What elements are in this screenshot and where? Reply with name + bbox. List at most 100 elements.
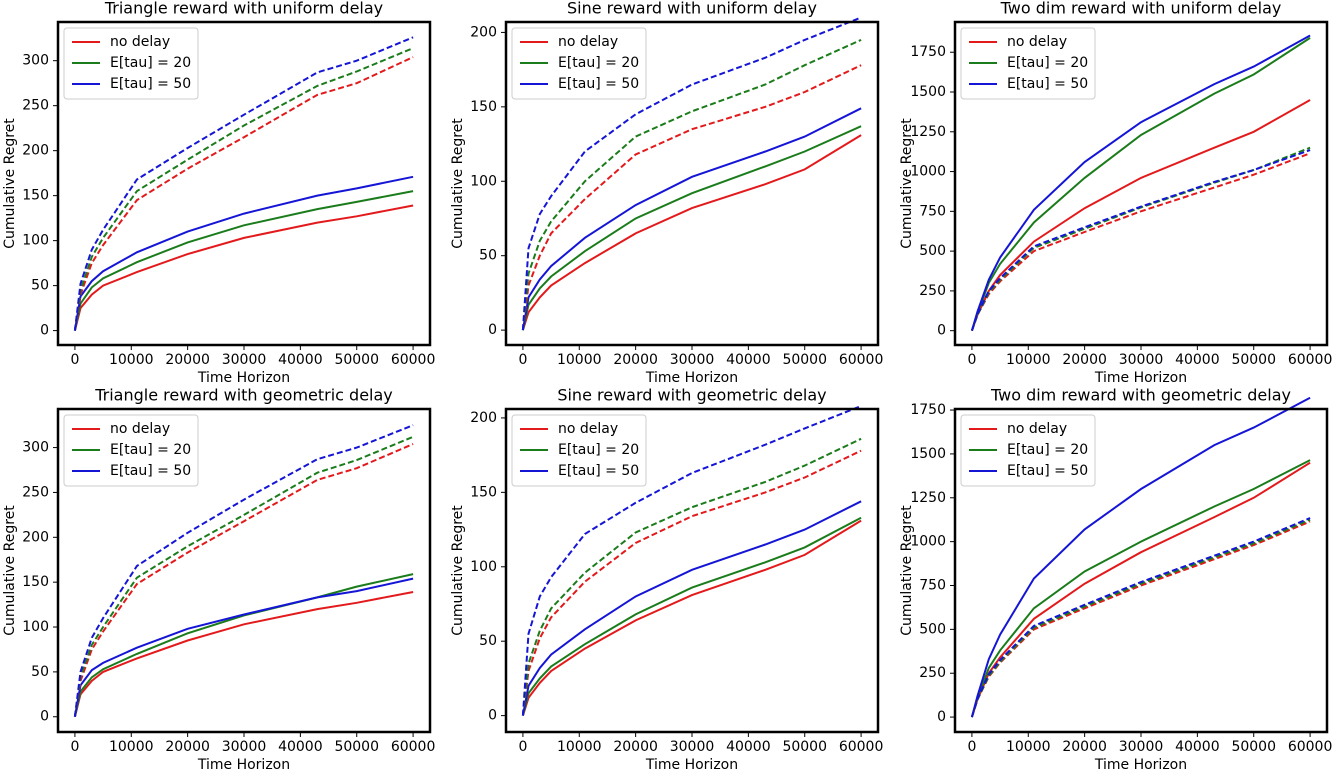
- y-tick-label: 0: [937, 709, 946, 725]
- y-tick-label: 0: [488, 708, 497, 724]
- y-tick-label: 1500: [910, 446, 946, 462]
- legend-label: E[tau] = 50: [110, 76, 191, 92]
- x-tick-label: 20000: [613, 739, 658, 755]
- legend-box: [960, 414, 1096, 487]
- y-tick-label: 1250: [910, 124, 946, 140]
- x-tick-label: 10000: [109, 739, 154, 755]
- y-tick-label: 750: [919, 578, 946, 594]
- x-tick-label: 20000: [1062, 739, 1107, 755]
- x-tick-label: 30000: [222, 739, 267, 755]
- x-tick-label: 0: [967, 739, 976, 755]
- y-tick-label: 0: [40, 323, 49, 339]
- x-tick-label: 0: [967, 352, 976, 368]
- x-tick-label: 30000: [670, 739, 715, 755]
- y-tick-label: 150: [22, 574, 49, 590]
- x-tick-label: 30000: [222, 352, 267, 368]
- subplot: Two dim reward with geometric delay 0 1000…: [899, 386, 1332, 774]
- x-tick-label: 0: [518, 739, 527, 755]
- y-tick-label: 0: [488, 322, 497, 338]
- series-line: [970, 518, 1311, 718]
- legend-box: [511, 27, 647, 100]
- x-tick-label: 10000: [1006, 739, 1051, 755]
- x-tick-label: 50000: [782, 352, 827, 368]
- y-tick-label: 200: [22, 143, 49, 159]
- series-line: [73, 573, 414, 717]
- legend-box: [511, 414, 647, 487]
- legend-label: E[tau] = 20: [1007, 442, 1088, 458]
- x-tick-label: 50000: [1231, 352, 1276, 368]
- axes-frame: [504, 20, 880, 347]
- y-tick-label: 0: [937, 323, 946, 339]
- x-tick-label: 10000: [1006, 352, 1051, 368]
- x-tick-label: 20000: [1062, 352, 1107, 368]
- x-tick-label: 60000: [839, 352, 884, 368]
- subplot-title: Triangle reward with geometric delay: [94, 386, 393, 405]
- x-axis-label: Time Horizon: [1094, 757, 1187, 773]
- y-tick-label: 0: [40, 709, 49, 725]
- y-tick-label: 50: [31, 664, 49, 680]
- x-tick-label: 40000: [278, 739, 323, 755]
- y-tick-label: 150: [470, 99, 497, 115]
- axes-frame: [56, 407, 432, 734]
- y-tick-label: 100: [22, 619, 49, 635]
- series-line: [970, 396, 1311, 718]
- y-tick-label: 200: [470, 410, 497, 426]
- legend-label: E[tau] = 50: [1007, 76, 1088, 92]
- subplot-title: Sine reward with uniform delay: [567, 0, 817, 18]
- x-tick-label: 50000: [1231, 739, 1276, 755]
- x-tick-label: 60000: [1288, 352, 1333, 368]
- series-line: [73, 175, 414, 331]
- y-axis-label: Cumulative Regret: [450, 118, 466, 249]
- series-line: [521, 437, 862, 716]
- y-tick-label: 200: [22, 529, 49, 545]
- y-tick-label: 50: [31, 278, 49, 294]
- legend: no delay E[tau] = 20 E[tau] = 50: [960, 414, 1096, 487]
- y-tick-label: 300: [22, 53, 49, 69]
- legend-label: no delay: [110, 34, 170, 50]
- series-line: [970, 146, 1311, 332]
- subplot-title: Two dim reward with geometric delay: [990, 386, 1291, 405]
- x-axis-label: Time Horizon: [645, 370, 738, 386]
- y-tick-label: 250: [22, 484, 49, 500]
- x-tick-label: 30000: [670, 352, 715, 368]
- legend-label: E[tau] = 20: [558, 442, 639, 458]
- y-axis-label: Cumulative Regret: [2, 118, 18, 249]
- legend-label: no delay: [1007, 421, 1067, 437]
- y-axis-label: Cumulative Regret: [899, 118, 915, 249]
- x-tick-label: 0: [518, 352, 527, 368]
- legend-label: E[tau] = 20: [1007, 55, 1088, 71]
- series-line: [970, 459, 1311, 718]
- x-tick-label: 20000: [165, 352, 210, 368]
- series-line: [73, 204, 414, 331]
- x-tick-label: 60000: [391, 352, 436, 368]
- y-tick-label: 1500: [910, 84, 946, 100]
- series-line: [521, 64, 862, 331]
- x-tick-label: 20000: [165, 739, 210, 755]
- y-tick-label: 1000: [910, 534, 946, 550]
- legend-label: no delay: [558, 421, 618, 437]
- x-tick-label: 60000: [839, 739, 884, 755]
- series-line: [521, 16, 862, 331]
- legend: no delay E[tau] = 20 E[tau] = 50: [511, 27, 647, 100]
- subplot: Triangle reward with geometric delay 0 100…: [2, 386, 435, 774]
- y-tick-label: 500: [919, 621, 946, 637]
- y-tick-label: 1000: [910, 164, 946, 180]
- subplot: Triangle reward with uniform delay 0 10000…: [2, 0, 435, 386]
- series-line: [73, 435, 414, 717]
- x-tick-label: 40000: [1175, 352, 1220, 368]
- series-line: [521, 125, 862, 331]
- x-tick-label: 50000: [334, 739, 379, 755]
- x-tick-label: 40000: [726, 739, 771, 755]
- x-tick-label: 30000: [1119, 352, 1164, 368]
- subplot: Sine reward with geometric delay 0 10000 20…: [450, 386, 883, 774]
- y-axis-label: Cumulative Regret: [450, 505, 466, 636]
- y-tick-label: 100: [470, 173, 497, 189]
- series-line: [521, 405, 862, 716]
- legend-label: no delay: [558, 34, 618, 50]
- x-axis-label: Time Horizon: [197, 370, 290, 386]
- axes-frame: [504, 407, 880, 734]
